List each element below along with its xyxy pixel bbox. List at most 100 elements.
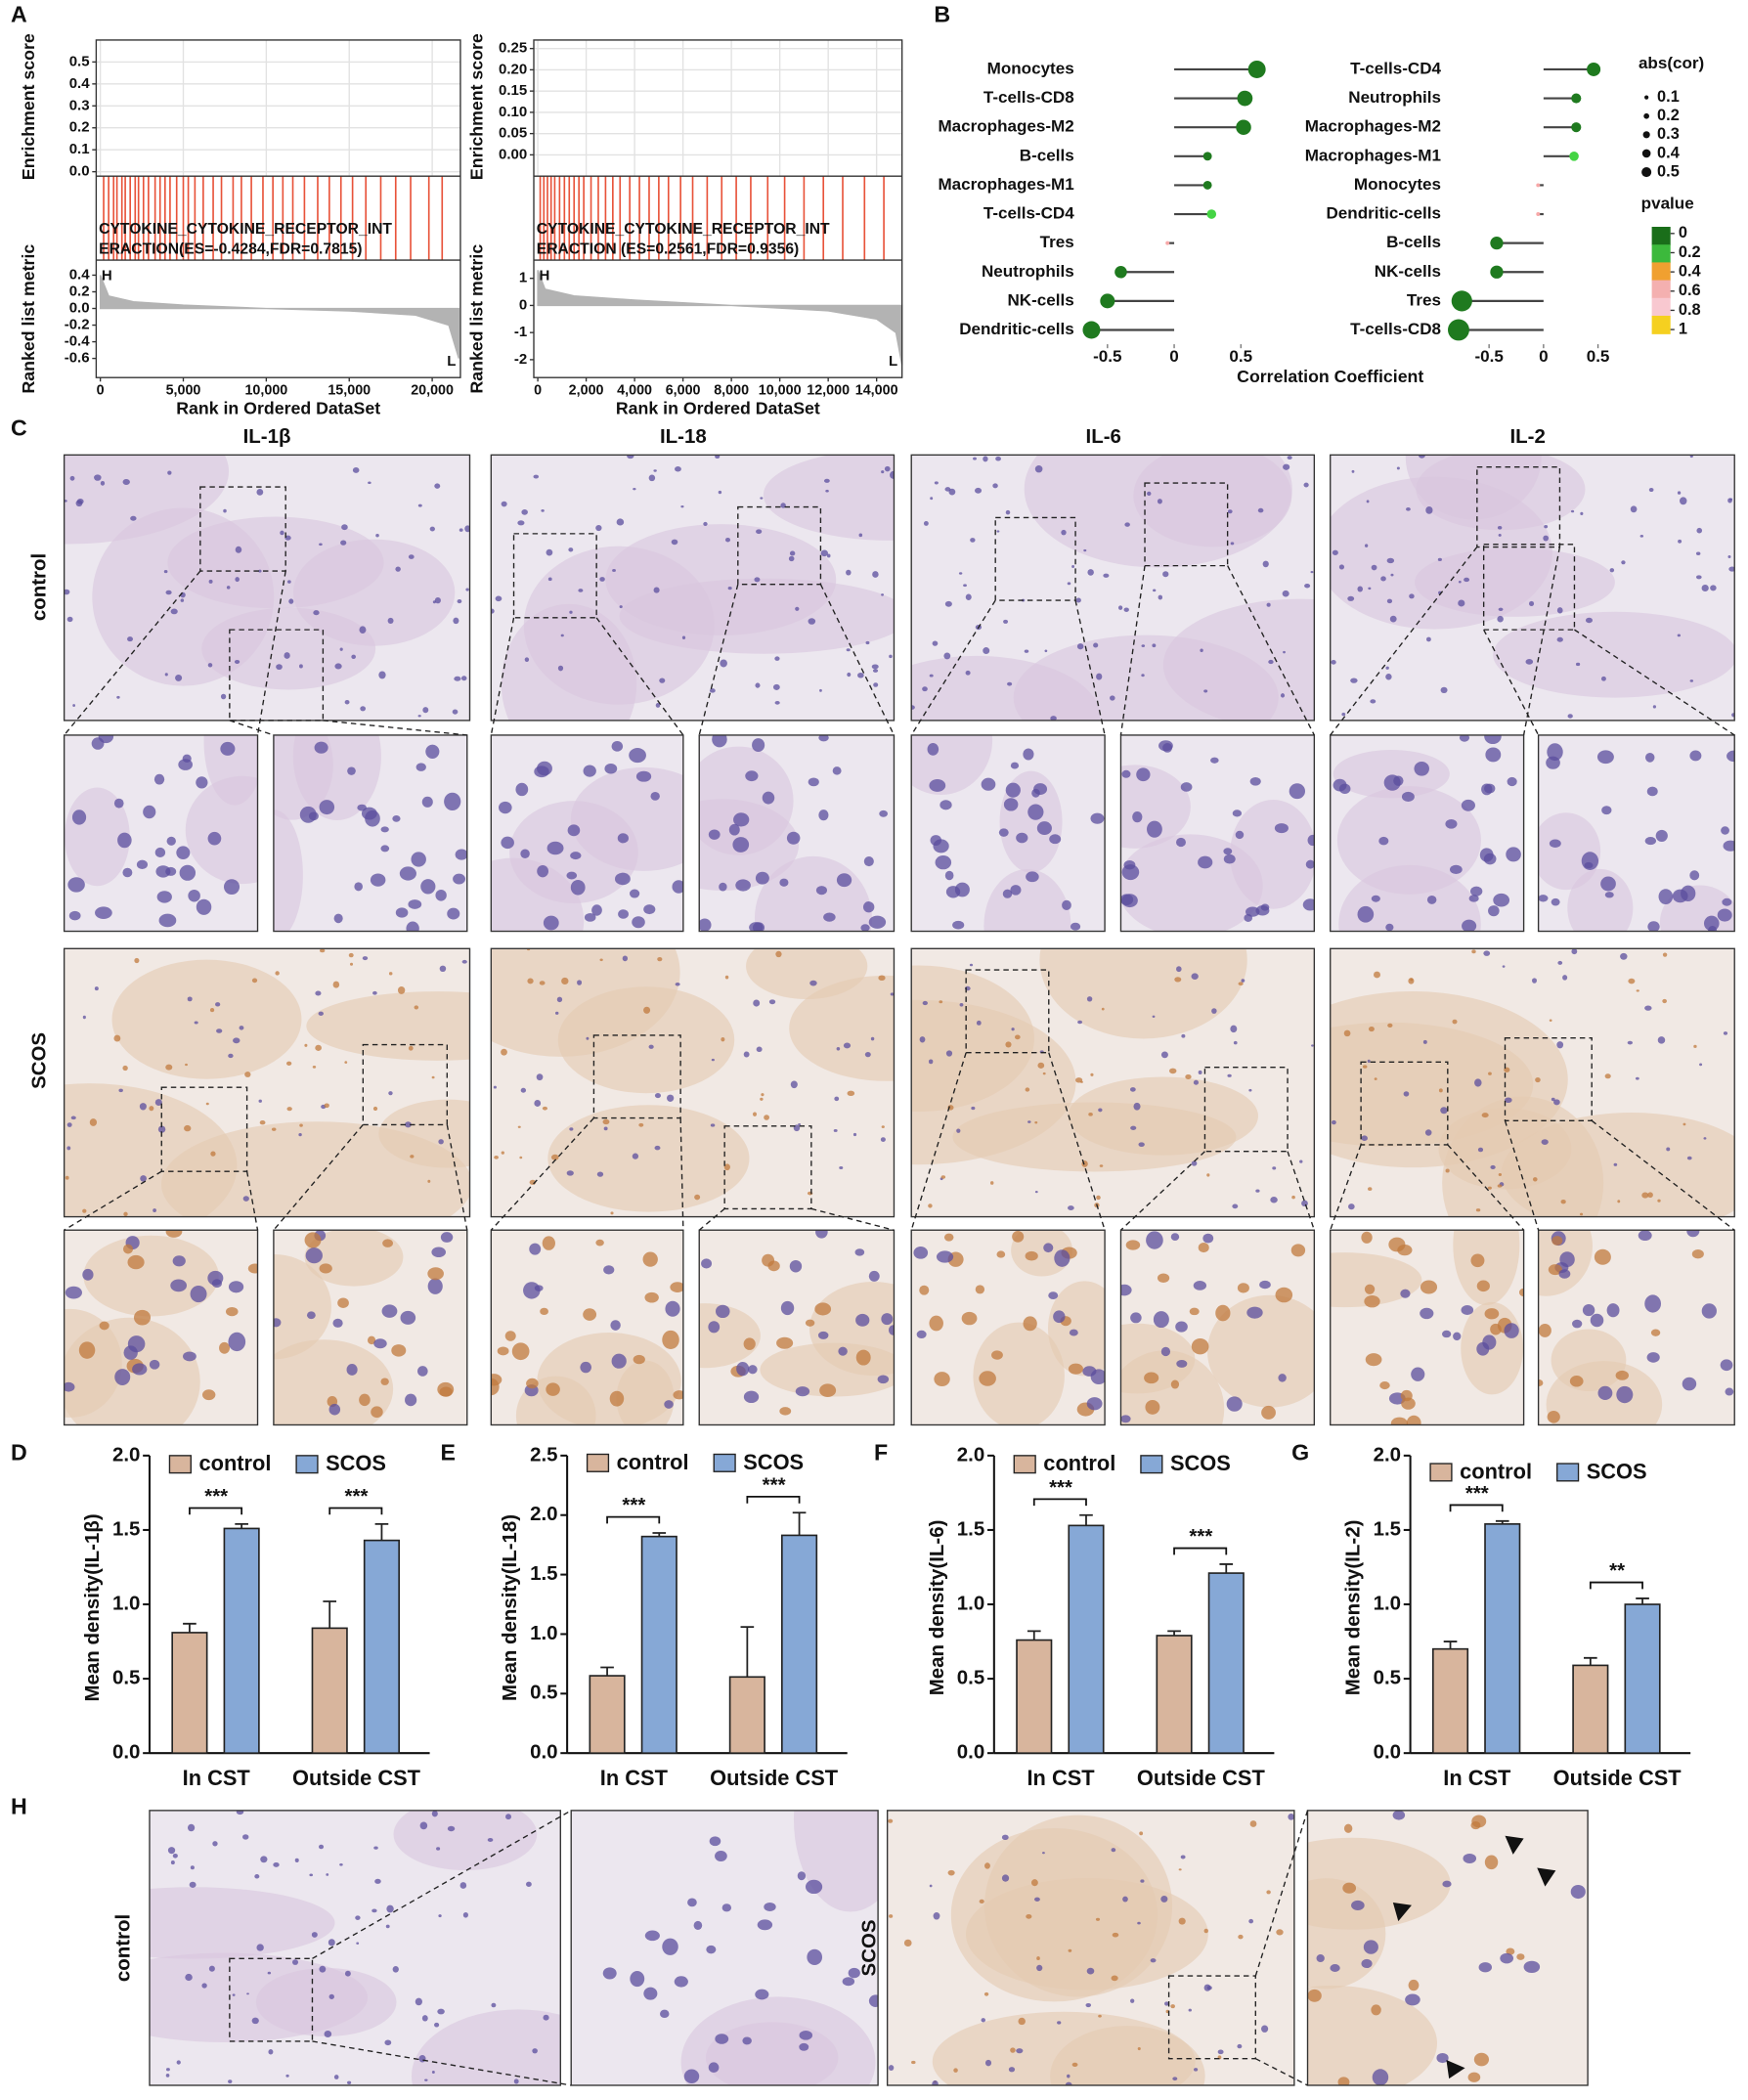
- cell: [180, 598, 185, 602]
- cell: [132, 1363, 148, 1376]
- cell: [1261, 1405, 1276, 1420]
- tissue: [983, 869, 1071, 932]
- y-tick-label: 0.15: [499, 82, 527, 99]
- cell: [431, 1247, 446, 1258]
- tissue: [83, 1235, 219, 1317]
- cell: [708, 829, 721, 840]
- tissue: [411, 2009, 561, 2085]
- cell: [219, 1341, 230, 1354]
- cell: [368, 481, 371, 485]
- cell: [1490, 1164, 1496, 1170]
- cell: [72, 704, 76, 707]
- cell: [1471, 949, 1476, 954]
- cell: [659, 678, 666, 683]
- cell: [392, 814, 401, 822]
- bar: [1207, 1572, 1245, 1755]
- cell: [1282, 590, 1289, 597]
- cell: [1302, 898, 1315, 911]
- cell: [1400, 1289, 1411, 1298]
- cell: [809, 980, 817, 986]
- cell: [1452, 1019, 1458, 1025]
- cell: [936, 1250, 954, 1263]
- lollipop-dot: [1490, 265, 1504, 279]
- row-label: control: [27, 553, 50, 621]
- cell: [1462, 919, 1477, 932]
- cell: [1086, 996, 1093, 1002]
- cell: [491, 608, 495, 614]
- cell: [196, 898, 212, 915]
- cell: [497, 1346, 509, 1356]
- y-tick-label: 1.5: [530, 1562, 557, 1585]
- cell: [215, 1002, 221, 1007]
- cell: [288, 598, 294, 604]
- cell: [1048, 1291, 1059, 1299]
- cell: [354, 882, 363, 892]
- cell: [843, 1042, 852, 1049]
- micrograph: [911, 948, 1315, 1217]
- cell: [233, 1037, 240, 1044]
- cell: [1385, 673, 1392, 680]
- tissue: [557, 986, 735, 1094]
- cell: [66, 1146, 71, 1151]
- error-bar: [1079, 1513, 1093, 1526]
- cell: [201, 1983, 207, 1989]
- zoom-line: [273, 1123, 364, 1231]
- column-label: IL-2: [1509, 425, 1545, 448]
- cell: [683, 2069, 700, 2084]
- cell: [359, 1393, 371, 1407]
- cell: [1027, 1120, 1031, 1123]
- cell: [1241, 979, 1245, 983]
- cell: [1613, 1162, 1618, 1166]
- cell: [258, 569, 262, 573]
- cell: [1571, 1319, 1583, 1329]
- cell: [1717, 908, 1732, 922]
- cell: [220, 741, 236, 756]
- cell: [223, 879, 240, 896]
- zoom-line: [1119, 1151, 1205, 1231]
- cell: [643, 904, 656, 915]
- cell: [417, 503, 422, 507]
- cell: [1498, 607, 1504, 612]
- cell: [89, 1118, 98, 1126]
- cell: [983, 456, 988, 462]
- cell: [165, 866, 177, 876]
- cell: [536, 1073, 544, 1081]
- cell: [789, 550, 796, 556]
- cell: [735, 879, 751, 892]
- cell: [1609, 568, 1615, 573]
- cell: [1648, 487, 1654, 493]
- cell: [1581, 852, 1599, 870]
- x-tick-label: 0: [1539, 347, 1548, 366]
- cell: [1034, 1190, 1038, 1194]
- cell: [1191, 1338, 1209, 1355]
- cell: [1117, 605, 1123, 610]
- cell: [280, 530, 284, 536]
- cell: [388, 972, 393, 976]
- cell: [1034, 465, 1043, 473]
- error-bar: [792, 1511, 807, 1536]
- cell: [1043, 1243, 1054, 1253]
- cell: [1523, 1960, 1541, 1973]
- cell: [1483, 950, 1491, 956]
- cell: [1088, 1113, 1093, 1116]
- cell: [1343, 1029, 1351, 1037]
- bar: [1016, 1639, 1053, 1755]
- cell: [736, 1361, 750, 1377]
- cell: [1390, 1417, 1408, 1425]
- cell: [157, 1125, 166, 1133]
- cell: [706, 1945, 717, 1954]
- cell: [1249, 776, 1261, 786]
- category-label: B-cells: [1386, 233, 1441, 251]
- zoom-line: [679, 1117, 684, 1231]
- legend-label: control: [198, 1451, 271, 1475]
- category-label: Macrophages-M2: [938, 117, 1073, 136]
- cell: [1695, 551, 1701, 555]
- cell: [786, 831, 801, 845]
- cell: [1364, 544, 1369, 547]
- cell: [774, 656, 780, 661]
- cell: [1272, 1166, 1277, 1170]
- category-label: T-cells-CD8: [983, 88, 1074, 107]
- cell: [339, 647, 343, 651]
- cell: [1440, 1107, 1448, 1115]
- cell: [975, 487, 983, 494]
